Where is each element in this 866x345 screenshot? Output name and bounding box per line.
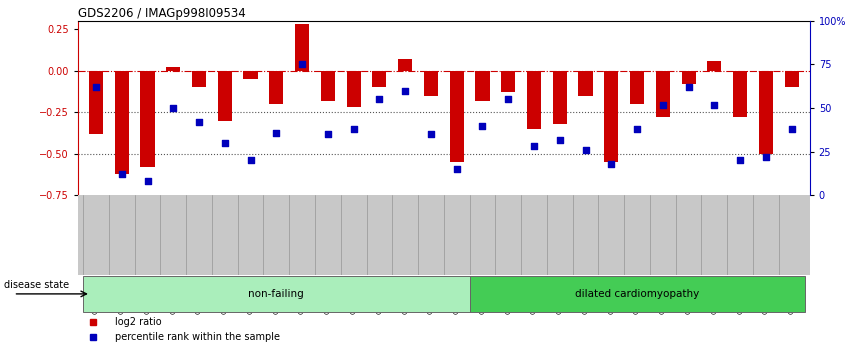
Point [269,130,283,135]
Bar [83,276,469,312]
Bar [140,71,155,167]
Bar [166,67,180,71]
Bar [372,71,386,87]
Bar [192,71,206,87]
Bar [217,71,232,120]
Point [295,62,309,67]
Bar [320,71,335,101]
Text: log2 ratio: log2 ratio [114,316,161,326]
Text: GDS2206 / IMAGp998I09534: GDS2206 / IMAGp998I09534 [78,7,246,20]
Point [166,105,180,111]
Bar [656,71,670,117]
Point [604,161,618,167]
Point [578,147,592,153]
Bar [708,61,721,71]
Bar [553,71,567,124]
Point [89,84,103,90]
Point [192,119,206,125]
Point [682,84,695,90]
Bar [733,71,747,117]
Bar [295,24,309,71]
Bar [346,71,361,107]
Text: disease state: disease state [4,280,69,289]
Bar [243,71,258,79]
Point [656,102,669,107]
Point [321,131,335,137]
Point [553,137,566,142]
Point [785,126,798,132]
Point [708,102,721,107]
Bar [469,276,805,312]
Bar [114,71,129,174]
Bar [423,71,438,96]
Bar [785,71,798,87]
Point [501,97,515,102]
Bar [759,71,773,154]
Point [475,123,489,128]
Bar [630,71,644,104]
Point [630,126,644,132]
Point [243,158,257,163]
Bar [269,71,283,104]
Point [424,131,438,137]
Bar [398,59,412,71]
Bar [682,71,695,84]
Point [759,154,772,160]
Bar [89,71,103,134]
Text: non-failing: non-failing [249,289,304,299]
Point [218,140,232,146]
Point [398,88,412,93]
Bar [578,71,592,96]
Point [734,158,747,163]
Point [140,179,154,184]
Bar [449,71,464,162]
Point [115,172,129,177]
Text: percentile rank within the sample: percentile rank within the sample [114,332,280,342]
Bar [475,71,489,101]
Bar [527,71,541,129]
Point [346,126,360,132]
Point [372,97,386,102]
Point [527,144,541,149]
Text: dilated cardiomyopathy: dilated cardiomyopathy [575,289,699,299]
Bar [604,71,618,162]
Point [449,166,463,172]
Bar [501,71,515,92]
